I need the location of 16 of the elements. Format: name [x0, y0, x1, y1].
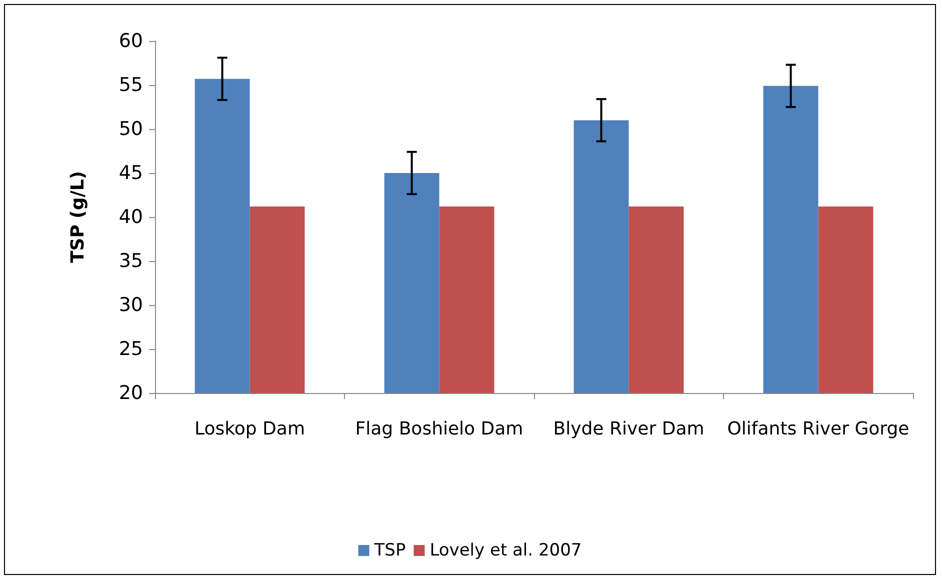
y-tick-label: 50 [118, 118, 143, 140]
y-tick-label: 35 [118, 250, 143, 272]
y-tick-label: 20 [118, 382, 143, 404]
y-tick-label: 40 [118, 206, 143, 228]
y-axis-title: TSP (g/L) [68, 170, 88, 264]
y-tick-label: 60 [118, 30, 143, 52]
y-tick-label: 45 [118, 162, 143, 184]
x-tick-label: Flag Boshielo Dam [355, 418, 524, 440]
x-tick-label: Olifants River Gorge [727, 418, 910, 440]
y-tick-label: 25 [118, 338, 143, 360]
x-tick-label: Blyde River Dam [553, 418, 704, 440]
legend-label: Lovely et al. 2007 [430, 540, 582, 560]
legend-label: TSP [373, 540, 406, 560]
x-tick-label: Loskop Dam [194, 418, 305, 440]
y-tick-label: 30 [118, 294, 143, 316]
y-tick-label: 55 [118, 74, 143, 96]
